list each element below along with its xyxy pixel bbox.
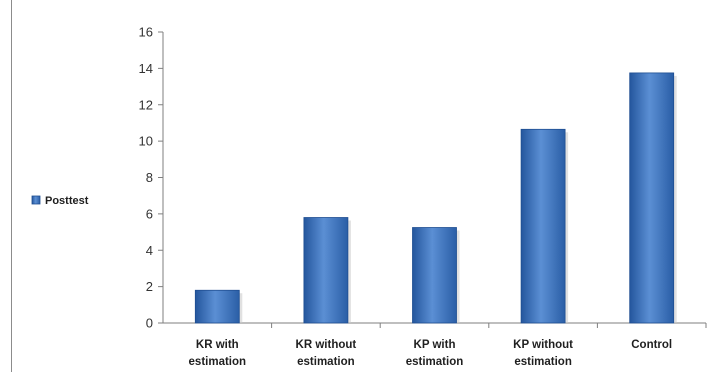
x-tick-label: KP with [414,339,456,351]
y-tick-label: 2 [146,279,153,294]
bars [194,72,677,324]
legend-label: Posttest [45,195,89,207]
bar [520,128,566,324]
bar [303,217,349,324]
legend: Posttest [31,195,89,207]
x-tick-label: estimation [406,356,464,368]
y-tick-label: 8 [146,170,153,185]
y-tick-label: 10 [139,134,153,149]
bar [629,72,675,324]
x-axis-labels: KR with estimation KR without estimation KP … [189,339,673,368]
x-tick-label: estimation [514,356,572,368]
y-tick-label: 6 [146,206,153,221]
bar [194,289,240,324]
legend-swatch [31,195,41,205]
x-tick-label: KP without [513,339,573,351]
y-tick-label: 14 [139,61,153,76]
y-tick-label: 16 [139,25,153,40]
y-tick-label: 0 [146,316,153,331]
y-tick-label: 12 [139,97,153,112]
x-tick-label: KR with [196,339,239,351]
axes: 0 2 4 6 8 10 12 14 16 [139,25,707,331]
bar [412,227,457,324]
x-tick-label: Control [631,339,672,351]
y-tick-label: 4 [146,243,153,258]
x-tick-label: KR without [296,339,357,351]
x-tick-label: estimation [189,356,247,368]
left-divider [11,0,12,372]
x-tick-label: estimation [297,356,355,368]
